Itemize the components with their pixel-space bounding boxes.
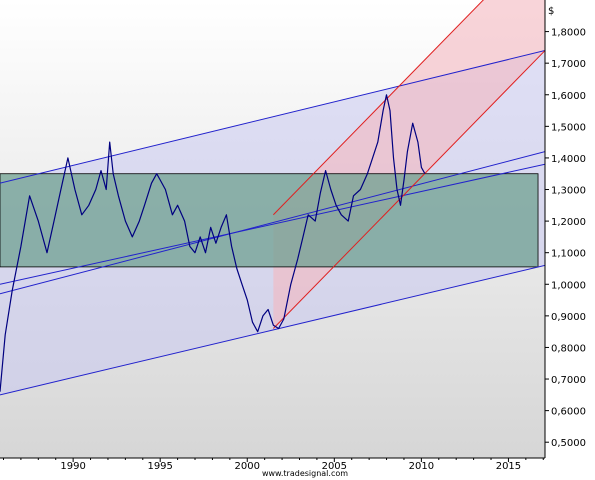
y-tick-label: 1,2000	[551, 217, 586, 228]
blue-channel-upper-line	[0, 50, 545, 184]
y-tick-label: 1,1000	[551, 249, 586, 260]
x-tick-label: 2005	[322, 461, 347, 472]
y-tick-label: 0,7000	[551, 375, 586, 386]
y-tick-label: 0,5000	[551, 438, 586, 449]
x-axis: 1990 1995 2000 2005 2010 2015	[2, 458, 544, 472]
red-channel-lower-line	[273, 50, 545, 329]
x-tick-label: 1990	[60, 461, 85, 472]
footer-watermark: www.tradesignal.com	[262, 469, 348, 478]
blue-channel-middle-line-2	[0, 151, 545, 295]
y-tick-label: 1,8000	[551, 28, 586, 39]
y-tick-label: 1,4000	[551, 154, 586, 165]
y-tick-label: 1,6000	[551, 91, 586, 102]
currency-label: $	[548, 6, 554, 17]
x-tick-label: 2010	[409, 461, 434, 472]
y-tick-label: 0,8000	[551, 343, 586, 354]
blue-channel-middle-line-1	[0, 163, 545, 285]
overlay-layer	[0, 0, 545, 396]
y-tick-label: 0,9000	[551, 312, 586, 323]
y-tick-label: 0,6000	[551, 407, 586, 418]
blue-channel-lower-line	[0, 264, 545, 396]
y-tick-label: 1,7000	[551, 59, 586, 70]
price-series-line-1	[0, 94, 426, 392]
x-tick-label: 2015	[496, 461, 521, 472]
y-tick-label: 1,3000	[551, 186, 586, 197]
x-tick-label: 2000	[235, 461, 260, 472]
red-channel-upper-line	[273, 0, 484, 216]
price-layer	[0, 94, 426, 392]
x-tick-label: 1995	[147, 461, 172, 472]
y-tick-label: 1,0000	[551, 280, 586, 291]
y-tick-label: 1,5000	[551, 122, 586, 133]
range-box	[0, 173, 539, 268]
y-axis: 0,5000 0,6000 0,7000 0,8000 0,9000 1,0000 1,10…	[545, 28, 586, 449]
